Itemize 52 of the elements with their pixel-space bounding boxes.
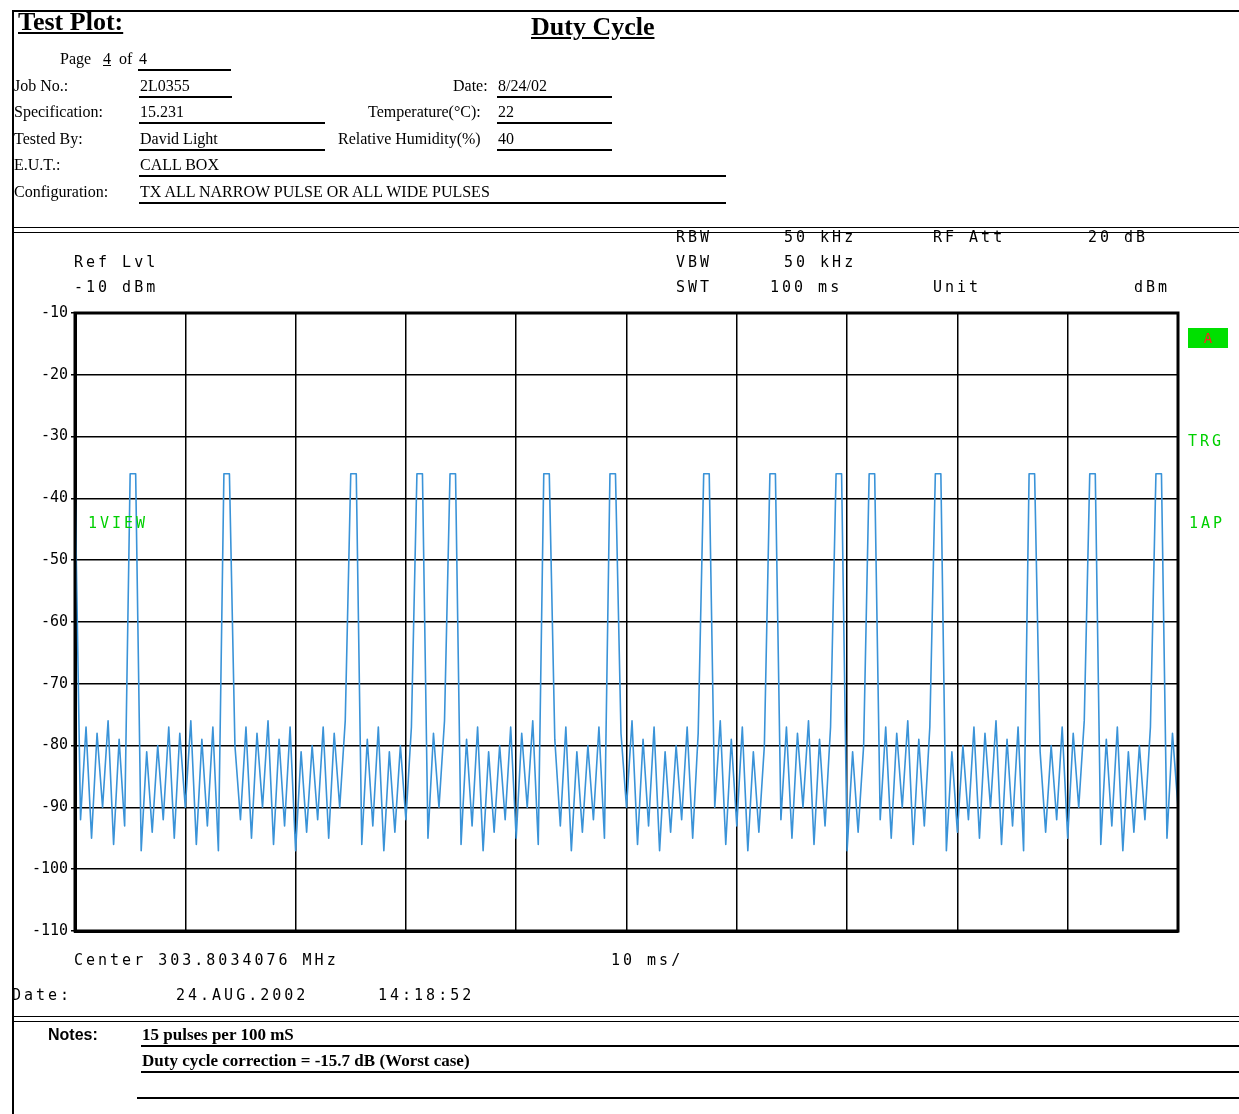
text: Tested By: [14, 129, 83, 149]
y-tick-label: -60 [40, 611, 68, 630]
y-tick-label: -100 [31, 859, 68, 878]
y-tick-label: -70 [40, 673, 68, 692]
text: Notes: [48, 1025, 98, 1045]
text: 40 [497, 129, 612, 151]
text: 10 ms/ [611, 950, 684, 970]
y-tick-label: -30 [40, 426, 68, 445]
text: 14:18:52 [378, 985, 475, 1005]
text: Relative Humidity(%) [338, 129, 481, 149]
y-tick-label: -90 [40, 797, 68, 816]
text: 2L0355 [139, 76, 232, 98]
text: Temperature(°C): [368, 102, 481, 122]
text: Page [60, 49, 92, 69]
text: 1AP [1189, 513, 1226, 533]
y-tick-label: -10 [40, 302, 68, 321]
text: Specification: [14, 102, 103, 122]
text: TRG [1188, 431, 1225, 451]
y-tick-label: -50 [40, 550, 68, 569]
text: TX ALL NARROW PULSE OR ALL WIDE PULSES [139, 182, 726, 204]
text: 22 [497, 102, 612, 124]
text: Job No.: [14, 76, 69, 96]
text: Unit [933, 277, 982, 297]
y-tick-label: -80 [40, 735, 68, 754]
text: 100 ms [770, 277, 843, 297]
text: dBm [1134, 277, 1171, 297]
text: Duty cycle correction = -15.7 dB (Worst case) [141, 1051, 1239, 1073]
text: SWT [676, 277, 713, 297]
text: E.U.T.: [14, 155, 61, 175]
text: 4 [102, 49, 112, 69]
text: Date: [453, 76, 488, 96]
text: 15 pulses per 100 mS [141, 1025, 1239, 1047]
text: 50 kHz [784, 227, 857, 247]
chart-title: Duty Cycle [531, 12, 655, 42]
text: Test Plot: [18, 7, 124, 36]
text: 24.AUG.2002 [176, 985, 309, 1005]
text: A [1188, 328, 1228, 348]
text: VBW [676, 252, 713, 272]
text: Ref Lvl [74, 252, 159, 272]
text: 15.231 [139, 102, 325, 124]
text: Center 303.8034076 MHz [74, 950, 339, 970]
y-tick-label: -40 [40, 488, 68, 507]
text: CALL BOX [139, 155, 726, 177]
text: Configuration: [14, 182, 109, 202]
text: David Light [139, 129, 325, 151]
y-tick-label: -20 [40, 364, 68, 383]
text: -10 dBm [74, 277, 159, 297]
y-tick-label: -110 [31, 920, 68, 939]
text: 50 kHz [784, 252, 857, 272]
text: of [119, 49, 133, 69]
text: 4 [138, 49, 231, 71]
text: 8/24/02 [497, 76, 612, 98]
